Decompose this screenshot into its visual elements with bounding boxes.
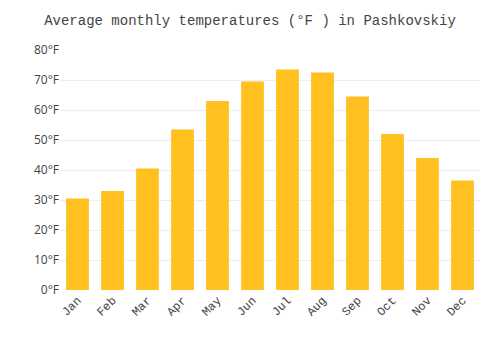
svg-text:10°F: 10°F [34, 251, 59, 268]
svg-text:Apr: Apr [164, 294, 189, 319]
svg-text:Feb: Feb [94, 294, 119, 319]
svg-text:30°F: 30°F [34, 191, 59, 208]
svg-text:Nov: Nov [409, 294, 434, 319]
svg-text:Sep: Sep [339, 294, 364, 319]
svg-text:0°F: 0°F [41, 281, 59, 298]
svg-text:20°F: 20°F [34, 221, 59, 238]
svg-text:Jul: Jul [269, 294, 294, 319]
svg-text:60°F: 60°F [34, 101, 59, 118]
svg-text:80°F: 80°F [34, 41, 59, 58]
svg-text:50°F: 50°F [34, 131, 59, 148]
svg-text:70°F: 70°F [34, 71, 59, 88]
svg-text:May: May [199, 294, 224, 319]
svg-text:40°F: 40°F [34, 161, 59, 178]
svg-text:Oct: Oct [374, 294, 399, 319]
svg-text:Dec: Dec [444, 294, 469, 319]
svg-text:Jan: Jan [59, 294, 84, 319]
svg-text:Aug: Aug [304, 294, 329, 319]
svg-text:Average monthly temperatures (: Average monthly temperatures (°F ) in Pa… [44, 13, 456, 29]
svg-text:Mar: Mar [129, 294, 154, 319]
svg-text:Jun: Jun [234, 294, 259, 319]
